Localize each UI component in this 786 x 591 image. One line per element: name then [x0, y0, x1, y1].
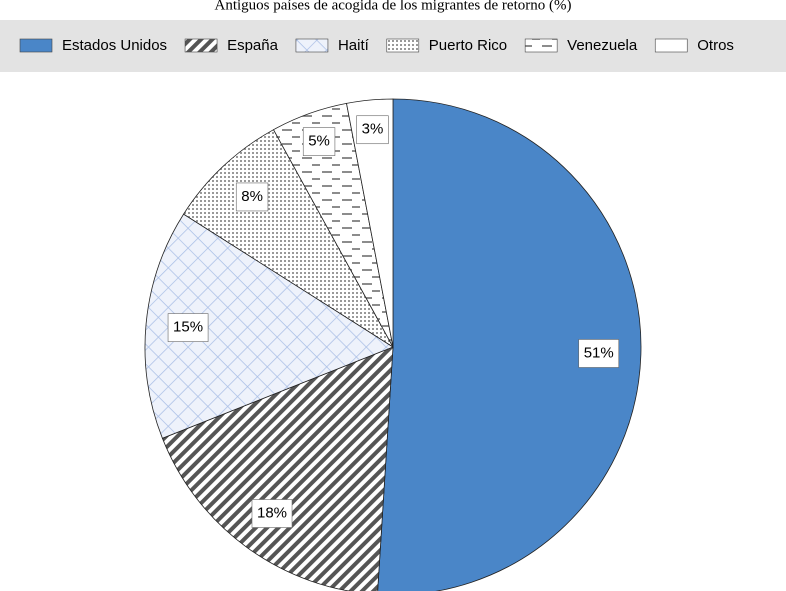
legend-swatch [19, 38, 53, 53]
legend-label: España [227, 37, 279, 54]
legend-swatch [524, 38, 558, 53]
data-label: 5% [308, 133, 330, 150]
pie-slice [144, 213, 394, 439]
legend-swatch [295, 38, 329, 53]
data-label: 8% [241, 188, 263, 205]
label-box [578, 339, 620, 368]
pie-slice [377, 98, 642, 591]
legend-swatch [654, 38, 688, 53]
data-label: 15% [173, 319, 203, 336]
legend-label: Venezuela [567, 37, 638, 54]
legend-swatch [386, 38, 420, 53]
legend-label: Haití [338, 37, 370, 54]
data-label: 18% [257, 504, 287, 521]
label-box [302, 127, 336, 156]
legend-label: Puerto Rico [429, 37, 507, 54]
chart-title: Antiguos países de acogida de los migran… [215, 0, 572, 13]
legend-swatch [184, 38, 218, 53]
legend-label: Otros [697, 37, 734, 54]
label-box [167, 313, 209, 342]
label-box [235, 182, 269, 212]
data-label: 51% [584, 344, 614, 361]
pie-slice [346, 98, 394, 348]
data-label: 3% [362, 121, 384, 138]
label-box [251, 499, 293, 528]
label-box [356, 115, 389, 145]
legend-label: Estados Unidos [62, 37, 167, 54]
